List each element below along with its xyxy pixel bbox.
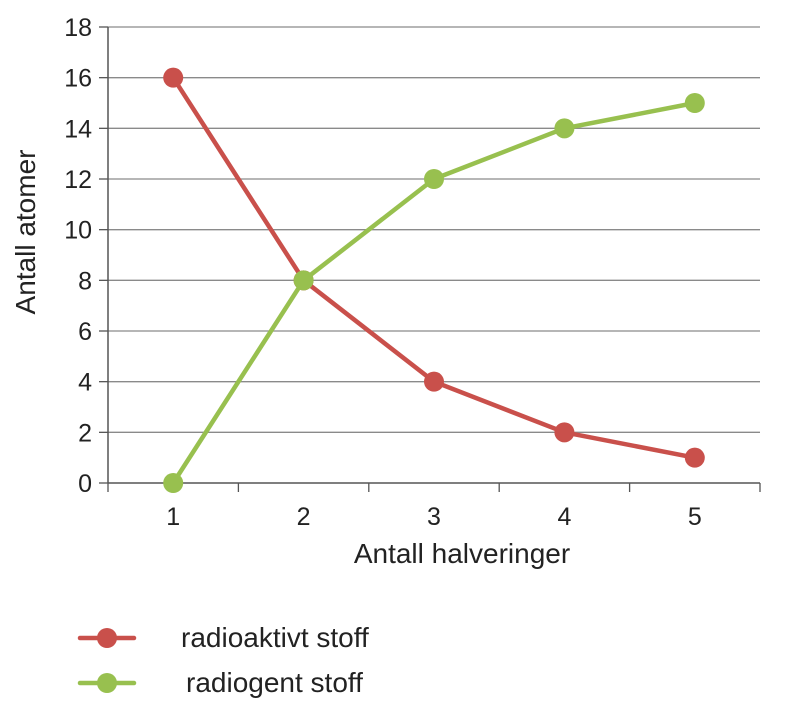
data-point — [163, 473, 184, 493]
y-tick-label: 0 — [78, 470, 92, 498]
x-axis-title: Antall halveringer — [354, 538, 570, 569]
y-tick-label: 10 — [64, 217, 92, 245]
gridlines — [108, 26, 760, 433]
y-tick-label: 12 — [64, 166, 92, 194]
y-tick-label: 14 — [64, 115, 92, 143]
axes — [99, 26, 761, 492]
series-1 — [163, 93, 705, 493]
x-tick-label: 2 — [297, 503, 311, 531]
y-axis-title: Antall atomer — [10, 150, 41, 315]
y-tick-label: 6 — [78, 318, 92, 346]
y-tick-label: 4 — [78, 369, 92, 397]
y-tick-label: 16 — [64, 65, 92, 93]
data-point — [554, 118, 575, 139]
x-tick-label: 5 — [688, 503, 702, 531]
data-point — [684, 447, 705, 468]
x-tick-label: 3 — [427, 503, 441, 531]
y-tick-label: 18 — [64, 14, 92, 42]
legend-marker — [97, 673, 117, 693]
legend-label: radioaktivt stoff — [181, 622, 369, 653]
legend-label: radiogent stoff — [186, 667, 363, 698]
y-tick-label: 2 — [78, 419, 92, 447]
legend-item: radioaktivt stoff — [77, 622, 369, 653]
data-point — [293, 270, 314, 291]
legend: radioaktivt stoff radiogent stoff — [77, 622, 369, 698]
series-line — [170, 100, 698, 486]
data-point — [163, 67, 184, 88]
series-line — [170, 75, 698, 460]
legend-item: radiogent stoff — [77, 667, 363, 698]
data-point — [424, 169, 444, 189]
series-0 — [163, 67, 705, 468]
x-tick-label: 4 — [557, 503, 571, 531]
legend-marker — [97, 628, 117, 648]
data-point — [554, 422, 575, 443]
x-tick-label: 1 — [166, 503, 180, 531]
series-group — [163, 67, 705, 493]
data-point — [684, 93, 705, 113]
y-tick-label: 8 — [78, 267, 92, 295]
data-point — [424, 371, 444, 392]
